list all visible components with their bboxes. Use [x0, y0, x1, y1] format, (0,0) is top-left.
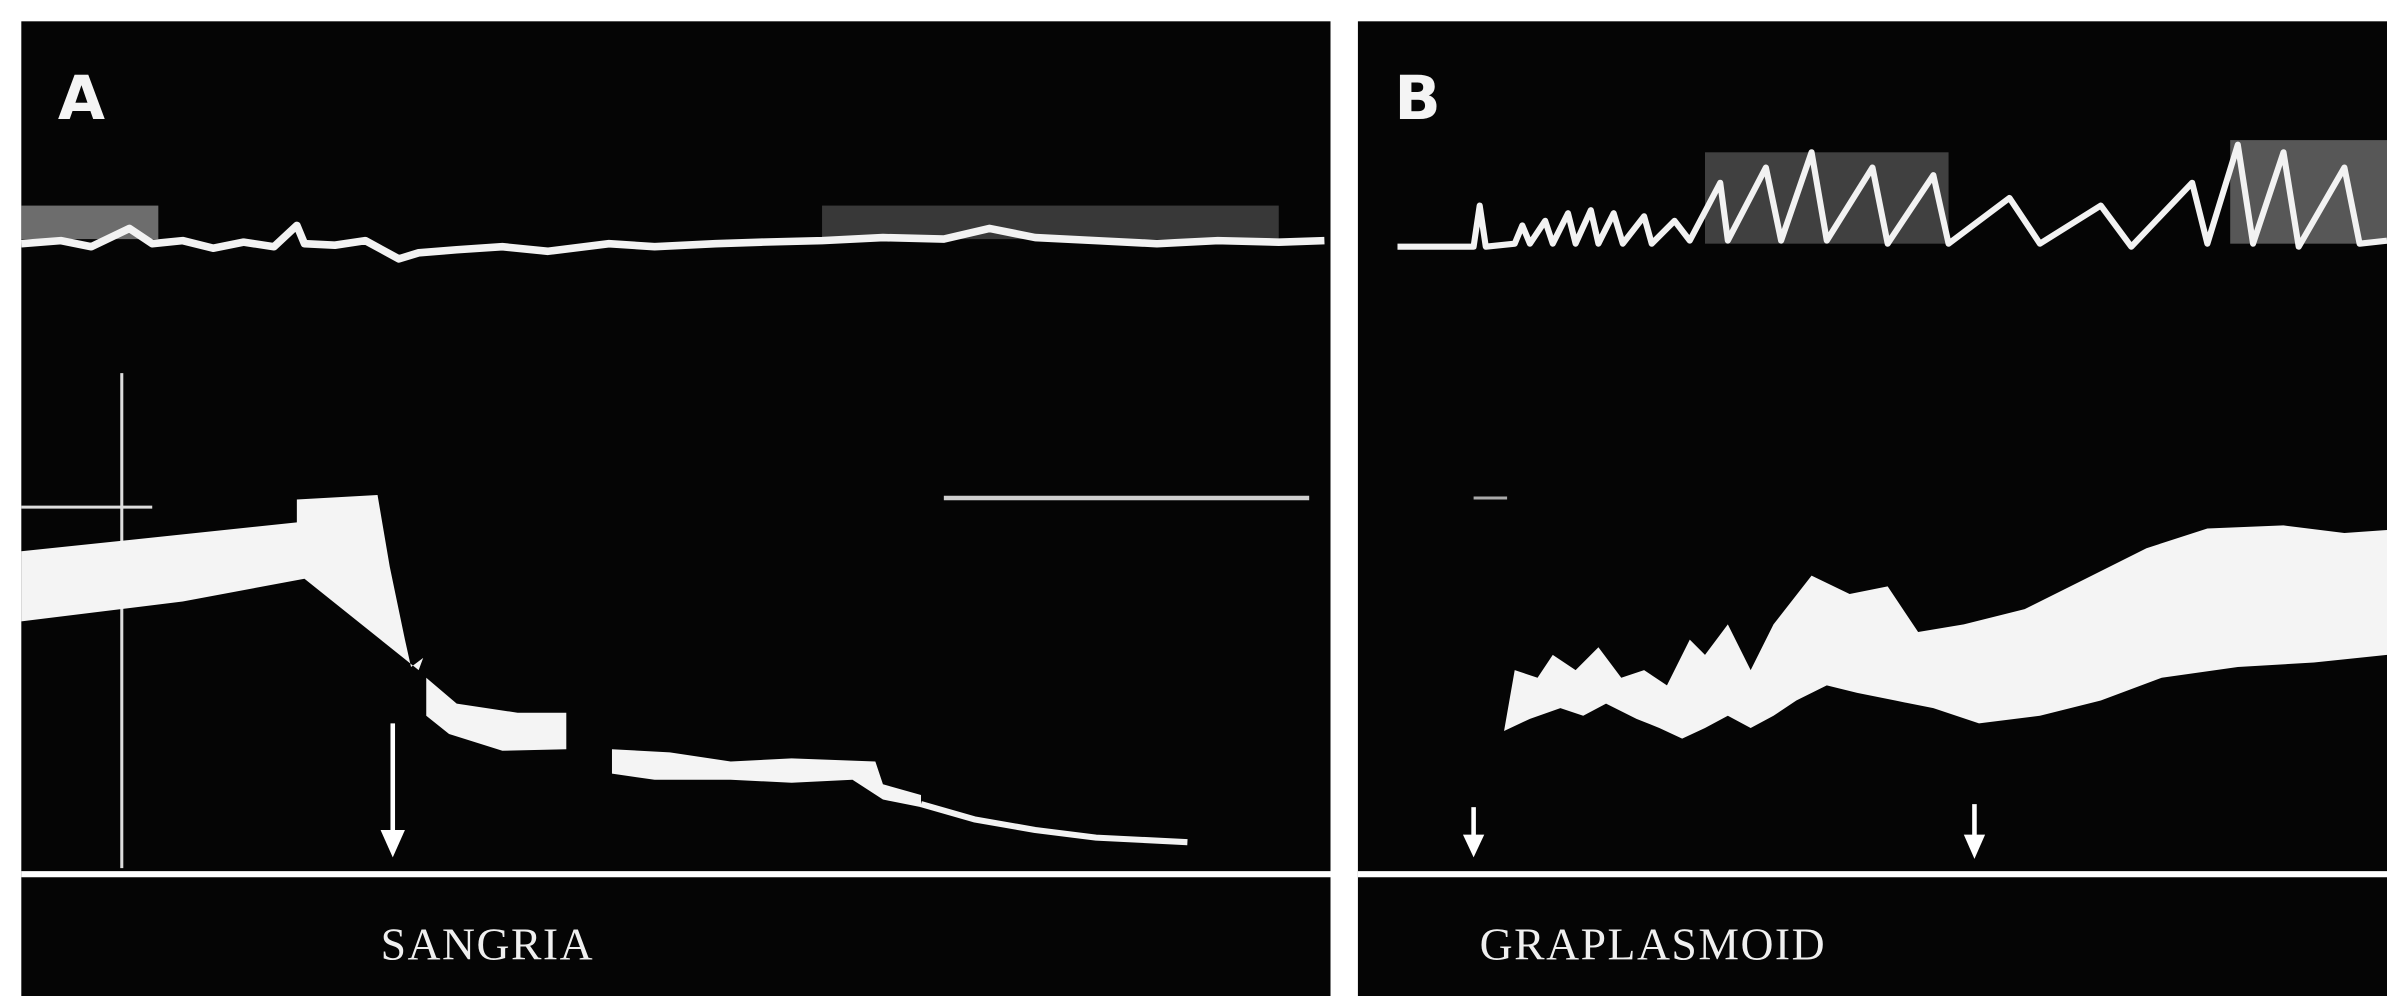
arrow-head — [380, 830, 405, 858]
pressure-band — [611, 749, 922, 808]
panel-caption: GRAPLASMOID — [1480, 918, 1826, 969]
arrow-head — [1462, 834, 1485, 858]
pressure-band — [21, 494, 424, 671]
pressure-band — [1504, 525, 2387, 739]
trace-glow — [822, 205, 1279, 240]
panel-label: A — [58, 63, 105, 134]
panel-background — [21, 21, 1331, 996]
panel-caption: SANGRIA — [381, 918, 595, 969]
panel-a: A SANGRIA — [21, 21, 1331, 996]
pressure-tail — [920, 801, 1188, 846]
pressure-band — [426, 677, 567, 751]
panel-b: B GRAPLASMOID — [1357, 21, 2387, 996]
panel-label: B — [1394, 63, 1440, 134]
panel-background — [1357, 21, 2387, 996]
arrow-head — [1963, 834, 1986, 859]
top-trace — [21, 221, 1325, 263]
top-trace — [1397, 141, 2387, 250]
